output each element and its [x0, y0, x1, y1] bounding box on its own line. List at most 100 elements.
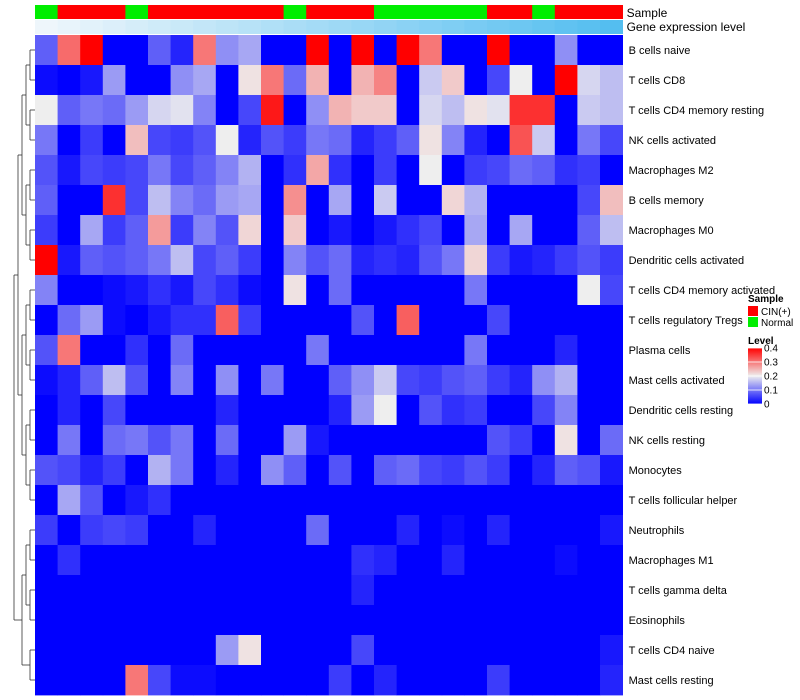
heatmap-cell — [102, 335, 126, 366]
heatmap-cell — [600, 455, 623, 486]
heatmap-cell — [80, 275, 104, 306]
heatmap-cell — [441, 185, 465, 216]
heatmap-cell — [487, 245, 510, 276]
heatmap-cell — [464, 575, 488, 606]
heatmap-cell — [170, 65, 194, 96]
heatmap-cell — [419, 215, 443, 246]
heatmap-cell — [193, 275, 217, 306]
row-label: T cells follicular helper — [629, 495, 738, 507]
heatmap-cell — [238, 35, 262, 66]
heatmap-cell — [351, 545, 375, 576]
heatmap-cell — [396, 635, 420, 666]
row-label: T cells CD4 naive — [629, 645, 715, 657]
heatmap-cell — [509, 215, 533, 246]
heatmap-cell — [35, 425, 58, 456]
heatmap-cell — [238, 395, 262, 426]
sample-annotation-cell — [306, 5, 330, 19]
heatmap-cell — [600, 95, 623, 126]
heatmap-cell — [148, 365, 171, 396]
heatmap-cell — [170, 635, 194, 666]
heatmap-cell — [554, 635, 578, 666]
heatmap-cell — [170, 335, 194, 366]
heatmap-cell — [80, 185, 104, 216]
sample-annotation-cell — [102, 5, 126, 19]
heatmap-cell — [148, 425, 171, 456]
heatmap-cell — [102, 245, 126, 276]
heatmap-cell — [215, 605, 239, 636]
heatmap-cell — [328, 425, 352, 456]
heatmap-cell — [487, 425, 510, 456]
heatmap-cell — [125, 305, 149, 336]
heatmap-cell — [306, 35, 330, 66]
sample-annotation-cell — [374, 5, 397, 19]
heatmap-cell — [57, 65, 81, 96]
expression-annotation-cell — [509, 20, 533, 34]
heatmap-cell — [532, 425, 556, 456]
heatmap-cell — [215, 305, 239, 336]
heatmap-cell — [193, 545, 217, 576]
heatmap-cell — [441, 635, 465, 666]
heatmap-cell — [125, 365, 149, 396]
heatmap-cell — [125, 425, 149, 456]
heatmap-cell — [554, 425, 578, 456]
expression-annotation-bar — [35, 20, 623, 34]
heatmap-cell — [215, 35, 239, 66]
heatmap-cell — [170, 275, 194, 306]
heatmap-cell — [102, 125, 126, 156]
heatmap-cell — [238, 275, 262, 306]
heatmap-cell — [57, 35, 81, 66]
heatmap-cell — [351, 335, 375, 366]
heatmap-cell — [80, 395, 104, 426]
heatmap-cell — [35, 455, 58, 486]
heatmap-cell — [125, 35, 149, 66]
heatmap-cell — [328, 35, 352, 66]
heatmap-cell — [351, 35, 375, 66]
heatmap-cell — [328, 275, 352, 306]
heatmap-cell — [554, 455, 578, 486]
legend-tick-label: 0.1 — [764, 386, 778, 397]
heatmap-cell — [577, 395, 601, 426]
heatmap-cell — [419, 95, 443, 126]
heatmap-cell — [193, 305, 217, 336]
expression-annotation-cell — [600, 20, 623, 34]
sample-annotation-cell — [351, 5, 375, 19]
heatmap-cell — [577, 455, 601, 486]
heatmap-cell — [238, 95, 262, 126]
heatmap-cell — [238, 455, 262, 486]
heatmap-cell — [215, 515, 239, 546]
heatmap-cell — [238, 185, 262, 216]
heatmap-cell — [306, 665, 330, 696]
heatmap-cell — [170, 605, 194, 636]
heatmap-cell — [102, 515, 126, 546]
row-label: NK cells activated — [629, 135, 716, 147]
heatmap-cell — [419, 485, 443, 516]
heatmap-cell — [577, 95, 601, 126]
row-label: T cells regulatory Tregs — [629, 315, 744, 327]
heatmap-cell — [396, 65, 420, 96]
heatmap-cell — [532, 245, 556, 276]
heatmap-cell — [193, 605, 217, 636]
heatmap-cell — [554, 365, 578, 396]
heatmap-cell — [554, 575, 578, 606]
heatmap-cell — [441, 395, 465, 426]
heatmap-cell — [57, 305, 81, 336]
heatmap-cell — [306, 245, 330, 276]
heatmap-cell — [193, 155, 217, 186]
heatmap-cell — [306, 575, 330, 606]
heatmap-cell — [306, 335, 330, 366]
row-label: T cells CD8 — [629, 75, 686, 87]
heatmap-cell — [419, 245, 443, 276]
heatmap-cell — [509, 335, 533, 366]
heatmap-cell — [532, 665, 556, 696]
heatmap-cell — [193, 35, 217, 66]
heatmap-cell — [261, 65, 284, 96]
heatmap-cell — [261, 185, 284, 216]
heatmap-cell — [80, 305, 104, 336]
heatmap-cell — [328, 455, 352, 486]
heatmap-cell — [464, 155, 488, 186]
heatmap-cell — [35, 575, 58, 606]
heatmap-cell — [170, 515, 194, 546]
heatmap-cell — [306, 185, 330, 216]
heatmap-cell — [464, 275, 488, 306]
